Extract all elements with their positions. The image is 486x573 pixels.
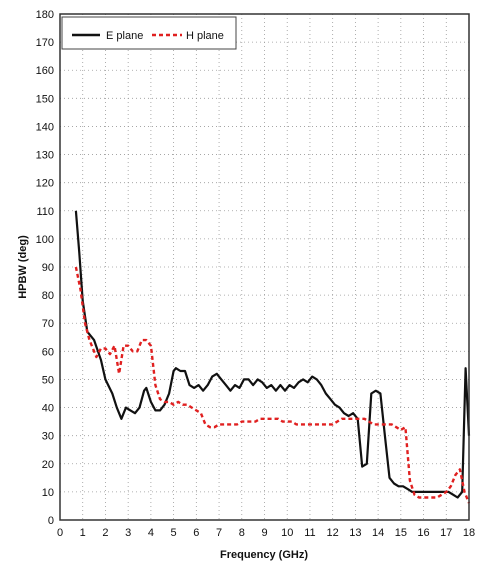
x-tick-label: 10 <box>281 527 293 539</box>
y-tick-label: 80 <box>42 290 54 302</box>
y-tick-label: 60 <box>42 346 54 358</box>
x-tick-label: 13 <box>349 527 361 539</box>
x-tick-label: 6 <box>193 527 199 539</box>
x-tick-label: 1 <box>80 527 86 539</box>
y-tick-label: 90 <box>42 262 54 274</box>
legend-label-h-plane: H plane <box>186 30 224 42</box>
series-layer <box>74 210 471 504</box>
legend-box <box>61 16 237 50</box>
x-tick-label: 17 <box>440 527 452 539</box>
y-tick-label: 120 <box>36 178 54 190</box>
y-tick-label: 140 <box>36 121 54 133</box>
tick-labels: 0 1 2 3 4 5 6 7 8 9 10 11 12 13 14 15 16 17 18010203040506… <box>36 9 475 539</box>
x-tick-label: 0 <box>57 527 63 539</box>
x-tick-label: 8 <box>239 527 245 539</box>
x-tick-label: 15 <box>395 527 407 539</box>
x-tick-label: 11 <box>304 527 315 539</box>
y-tick-label: 20 <box>42 459 54 471</box>
y-tick-label: 150 <box>36 93 54 105</box>
x-tick-label: 16 <box>417 527 429 539</box>
series-line-e-plane <box>74 210 471 499</box>
grid <box>60 14 469 520</box>
x-tick-label: 4 <box>148 527 154 539</box>
x-axis-label: Frequency (GHz) <box>220 549 308 561</box>
y-tick-label: 100 <box>36 234 54 246</box>
y-tick-label: 130 <box>36 150 54 162</box>
x-tick-label: 18 <box>463 527 475 539</box>
y-tick-label: 70 <box>42 318 54 330</box>
x-tick-label: 5 <box>171 527 177 539</box>
x-tick-label: 2 <box>102 527 108 539</box>
legend-label-e-plane: E plane <box>106 30 143 42</box>
y-tick-label: 110 <box>36 206 54 218</box>
y-axis-label: HPBW (deg) <box>17 235 29 299</box>
x-tick-label: 9 <box>261 527 267 539</box>
x-tick-label: 3 <box>125 527 131 539</box>
x-tick-label: 14 <box>372 527 384 539</box>
y-tick-label: 30 <box>42 431 54 443</box>
y-tick-label: 170 <box>36 37 54 49</box>
y-tick-label: 160 <box>36 65 54 77</box>
x-tick-label: 12 <box>327 527 339 539</box>
series-line-h-plane <box>74 266 471 504</box>
y-tick-label: 0 <box>48 515 54 527</box>
legend: E plane H plane <box>61 16 237 50</box>
x-tick-label: 7 <box>216 527 222 539</box>
y-tick-label: 10 <box>42 487 54 499</box>
plot-frame <box>59 13 470 521</box>
y-tick-label: 50 <box>42 374 54 386</box>
y-tick-label: 180 <box>36 9 54 21</box>
y-tick-label: 40 <box>42 403 54 415</box>
